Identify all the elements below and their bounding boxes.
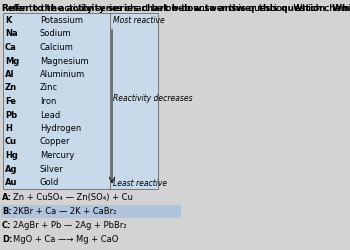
Text: Ag: Ag — [5, 164, 18, 173]
Bar — [1, 205, 181, 218]
Text: Hydrogen: Hydrogen — [40, 124, 81, 132]
Text: Magnesium: Magnesium — [40, 56, 89, 65]
Text: Copper: Copper — [40, 137, 70, 146]
Text: Refer to the activity series chart below to answer this question. Which chemical: Refer to the activity series chart below… — [2, 4, 350, 13]
Text: Au: Au — [5, 177, 18, 186]
Text: 2KBr + Ca — 2K + CaBr₂: 2KBr + Ca — 2K + CaBr₂ — [13, 207, 116, 216]
Text: Potassium: Potassium — [40, 16, 83, 25]
Text: Most reactive: Most reactive — [113, 16, 165, 25]
Text: Na: Na — [5, 30, 18, 38]
Text: Aluminium: Aluminium — [40, 70, 85, 79]
Text: A:: A: — [2, 193, 12, 202]
Text: B:: B: — [2, 207, 12, 216]
Text: Pb: Pb — [5, 110, 17, 119]
Bar — [3, 14, 158, 189]
Text: Hg: Hg — [5, 150, 18, 159]
Text: Zn + CuSO₄ — Zn(SO₄) + Cu: Zn + CuSO₄ — Zn(SO₄) + Cu — [13, 193, 133, 202]
Text: Least reactive: Least reactive — [113, 179, 167, 188]
Text: Lead: Lead — [40, 110, 60, 119]
Text: H: H — [5, 124, 12, 132]
Text: Sodium: Sodium — [40, 30, 72, 38]
Text: Zn: Zn — [5, 83, 17, 92]
Text: Refer to the activity series chart below to answer this question. Which chemical: Refer to the activity series chart below… — [2, 4, 350, 13]
Text: MgO + Ca —→ Mg + CaO: MgO + Ca —→ Mg + CaO — [13, 234, 118, 244]
Text: Cu: Cu — [5, 137, 17, 146]
Text: Reactivity decreases: Reactivity decreases — [113, 94, 192, 103]
Text: Mercury: Mercury — [40, 150, 74, 159]
Text: Calcium: Calcium — [40, 43, 74, 52]
Text: Ca: Ca — [5, 43, 17, 52]
Text: Gold: Gold — [40, 177, 60, 186]
Text: Fe: Fe — [5, 96, 16, 106]
Text: K: K — [5, 16, 11, 25]
Text: Zinc: Zinc — [40, 83, 58, 92]
Text: Al: Al — [5, 70, 14, 79]
Text: D:: D: — [2, 234, 12, 244]
Text: Refer to the activity series chart below to answer this question. Which chemical: Refer to the activity series chart below… — [2, 4, 350, 13]
Text: Mg: Mg — [5, 56, 19, 65]
Text: Iron: Iron — [40, 96, 56, 106]
Text: Silver: Silver — [40, 164, 64, 173]
Text: C:: C: — [2, 220, 12, 230]
Text: 2AgBr + Pb — 2Ag + PbBr₂: 2AgBr + Pb — 2Ag + PbBr₂ — [13, 220, 127, 230]
